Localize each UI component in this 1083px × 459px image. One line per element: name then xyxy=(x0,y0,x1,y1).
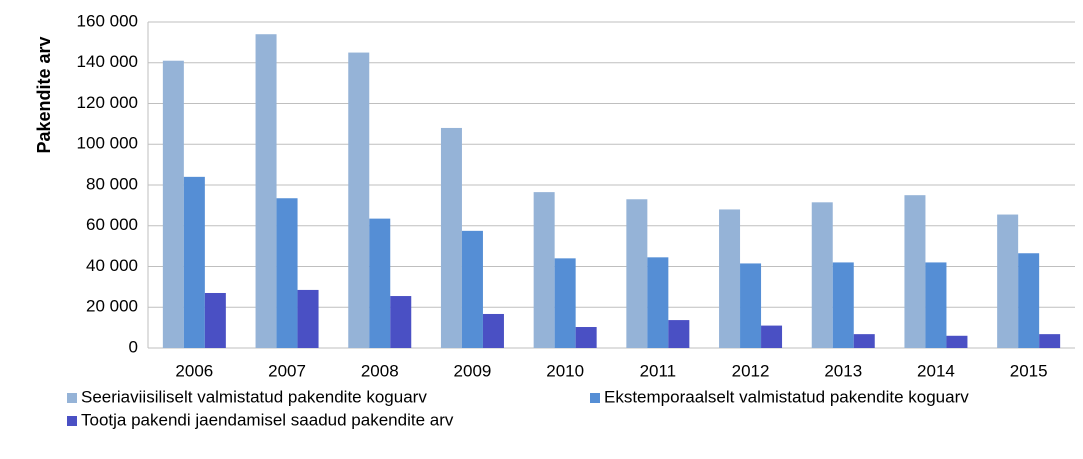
y-tick-label: 20 000 xyxy=(86,297,138,316)
x-tick-label: 2006 xyxy=(175,361,213,380)
bar xyxy=(255,34,277,348)
bar xyxy=(719,209,741,348)
legend-label: Ekstemporaalselt valmistatud pakendite k… xyxy=(604,387,969,406)
x-tick-label: 2007 xyxy=(268,361,306,380)
y-tick-label: 140 000 xyxy=(77,52,138,71)
bar xyxy=(533,192,555,348)
bar xyxy=(997,214,1019,348)
bar xyxy=(183,176,205,348)
y-tick-label: 160 000 xyxy=(77,11,138,30)
bar xyxy=(204,292,226,348)
bar xyxy=(276,198,298,348)
bar xyxy=(297,289,319,348)
bar xyxy=(761,325,783,348)
x-tick-label: 2012 xyxy=(732,361,770,380)
bar xyxy=(369,218,391,348)
legend-label: Seeriaviisiliselt valmistatud pakendite … xyxy=(81,387,427,406)
bar xyxy=(853,334,875,348)
bar xyxy=(668,320,690,348)
y-tick-label: 40 000 xyxy=(86,256,138,275)
y-tick-label: 120 000 xyxy=(77,93,138,112)
y-tick-label: 0 xyxy=(129,337,138,356)
y-axis-title: Pakendite arv xyxy=(34,36,54,153)
y-tick-label: 80 000 xyxy=(86,174,138,193)
bar xyxy=(162,60,184,349)
bar xyxy=(575,327,597,348)
bar xyxy=(390,296,412,348)
x-tick-label: 2013 xyxy=(824,361,862,380)
y-tick-label: 60 000 xyxy=(86,215,138,234)
x-tick-label: 2011 xyxy=(640,361,677,380)
bar xyxy=(440,127,462,348)
x-tick-label: 2010 xyxy=(546,361,584,380)
x-tick-label: 2014 xyxy=(917,361,955,380)
x-tick-label: 2008 xyxy=(361,361,399,380)
bar xyxy=(904,195,926,348)
bar xyxy=(626,199,648,348)
bar xyxy=(482,313,504,348)
legend-label: Tootja pakendi jaendamisel saadud pakend… xyxy=(81,410,454,429)
bar xyxy=(1018,253,1040,348)
legend-swatch xyxy=(67,416,77,426)
bar xyxy=(1039,334,1061,348)
x-tick-label: 2015 xyxy=(1010,361,1048,380)
bar xyxy=(925,262,947,348)
bar xyxy=(946,335,968,348)
bar xyxy=(554,258,576,348)
bar xyxy=(461,230,483,348)
bar xyxy=(740,263,762,348)
y-tick-label: 100 000 xyxy=(77,134,138,153)
legend-swatch xyxy=(67,393,77,403)
legend-swatch xyxy=(590,393,600,403)
bar xyxy=(647,257,669,348)
bar xyxy=(811,202,833,348)
bar xyxy=(832,262,854,348)
bar xyxy=(348,52,370,348)
x-tick-label: 2009 xyxy=(454,361,492,380)
